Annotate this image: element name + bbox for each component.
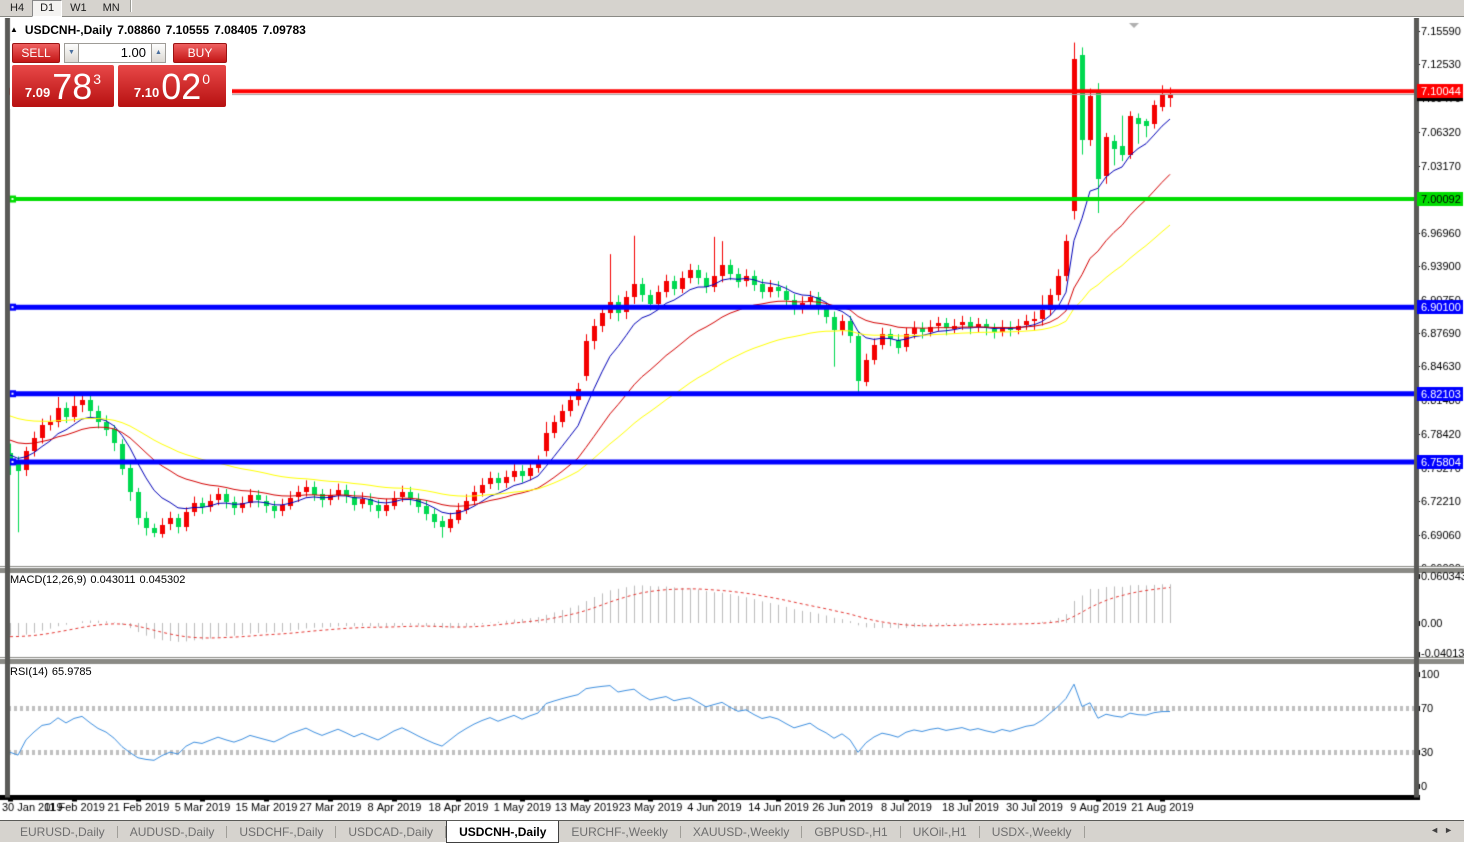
volume-increase-button[interactable]: ▲: [151, 42, 166, 63]
buy-price-small: 7.10: [133, 85, 160, 100]
collapse-panel-icon[interactable]: ▲: [10, 25, 18, 34]
tab-divider: [978, 825, 980, 838]
tab-divider: [116, 825, 118, 838]
tab-divider: [226, 825, 228, 838]
tab-usdcad-daily[interactable]: USDCAD-,Daily: [348, 824, 434, 839]
volume-decrease-button[interactable]: ▼: [64, 42, 79, 63]
rsi-name: RSI(14): [10, 666, 48, 678]
ohlc-open: 7.08860: [117, 23, 161, 37]
tab-divider: [899, 825, 901, 838]
tab-usdx-weekly[interactable]: USDX-,Weekly: [991, 824, 1072, 839]
sell-price-sup: 3: [93, 71, 102, 87]
ohlc-high: 7.10555: [165, 23, 210, 37]
up-arrow-icon: ▲: [155, 49, 162, 56]
timeframe-d1[interactable]: D1: [32, 0, 63, 17]
tabs-scroll-left-icon[interactable]: ◄: [1430, 825, 1445, 835]
tabs-scroll-right-icon[interactable]: ►: [1444, 825, 1458, 835]
buy-button[interactable]: BUY: [173, 42, 227, 63]
buy-price-display[interactable]: 7.10 02 0: [118, 65, 226, 107]
tab-gbpusd-h1[interactable]: GBPUSD-,H1: [814, 824, 888, 839]
chart-window: ▲ USDCNH-,Daily 7.08860 7.10555 7.08405 7.097…: [0, 18, 1464, 820]
sell-price-big: 78: [52, 66, 93, 107]
sell-price-display[interactable]: 7.09 78 3: [12, 65, 114, 107]
ohlc-low: 7.08405: [214, 23, 258, 37]
timeframe-toolbar: H4 D1 W1 MN: [0, 0, 1464, 17]
symbol-tabs: EURUSD-,Daily AUDUSD-,Daily USDCHF-,Daily U…: [0, 820, 1085, 843]
tab-usdcnh-daily[interactable]: USDCNH-,Daily: [446, 820, 560, 843]
tab-divider: [445, 825, 447, 838]
tab-usdchf-daily[interactable]: USDCHF-,Daily: [239, 824, 324, 839]
rsi-value: 65.9785: [51, 666, 92, 678]
volume-input[interactable]: [79, 42, 151, 63]
buy-price-big: 02: [161, 66, 202, 107]
tab-eurusd-daily[interactable]: EURUSD-,Daily: [20, 824, 105, 839]
down-arrow-icon: ▼: [68, 49, 75, 56]
timeframe-buttons: H4 D1 W1 MN: [2, 0, 134, 17]
timeframe-mn[interactable]: MN: [102, 1, 120, 14]
ohlc-close: 7.09783: [262, 23, 306, 37]
tab-divider: [1083, 825, 1085, 838]
timeframe-w1[interactable]: W1: [70, 1, 87, 14]
macd-name: MACD(12,26,9): [10, 574, 87, 586]
chart-symbol-label: USDCNH-,Daily: [24, 23, 113, 37]
sell-button[interactable]: SELL: [12, 42, 60, 63]
timeframe-h4[interactable]: H4: [10, 1, 25, 14]
macd-value-main: 0.043011: [90, 574, 136, 586]
tab-xauusd-weekly[interactable]: XAUUSD-,Weekly: [692, 824, 790, 839]
tab-eurchf-weekly[interactable]: EURCHF-,Weekly: [571, 824, 668, 839]
tab-divider: [801, 825, 803, 838]
tab-audusd-daily[interactable]: AUDUSD-,Daily: [129, 824, 215, 839]
tab-divider: [679, 825, 681, 838]
tab-scroll-arrows: ◄►: [1430, 825, 1458, 835]
symbol-tab-bar: EURUSD-,Daily AUDUSD-,Daily USDCHF-,Daily U…: [0, 820, 1464, 843]
tab-ukoil-h1[interactable]: UKOil-,H1: [912, 824, 967, 839]
chart-canvas[interactable]: [0, 18, 1464, 820]
chart-title: ▲ USDCNH-,Daily 7.08860 7.10555 7.08405 7.097…: [10, 23, 306, 37]
buy-price-sup: 0: [202, 71, 211, 87]
rsi-label: RSI(14) 65.9785: [10, 666, 96, 678]
macd-label: MACD(12,26,9) 0.043011 0.045302: [10, 574, 189, 586]
macd-value-signal: 0.045302: [139, 574, 186, 586]
sell-price-small: 7.09: [24, 85, 51, 100]
tab-divider: [335, 825, 337, 838]
toolbar-divider: [129, 0, 132, 12]
